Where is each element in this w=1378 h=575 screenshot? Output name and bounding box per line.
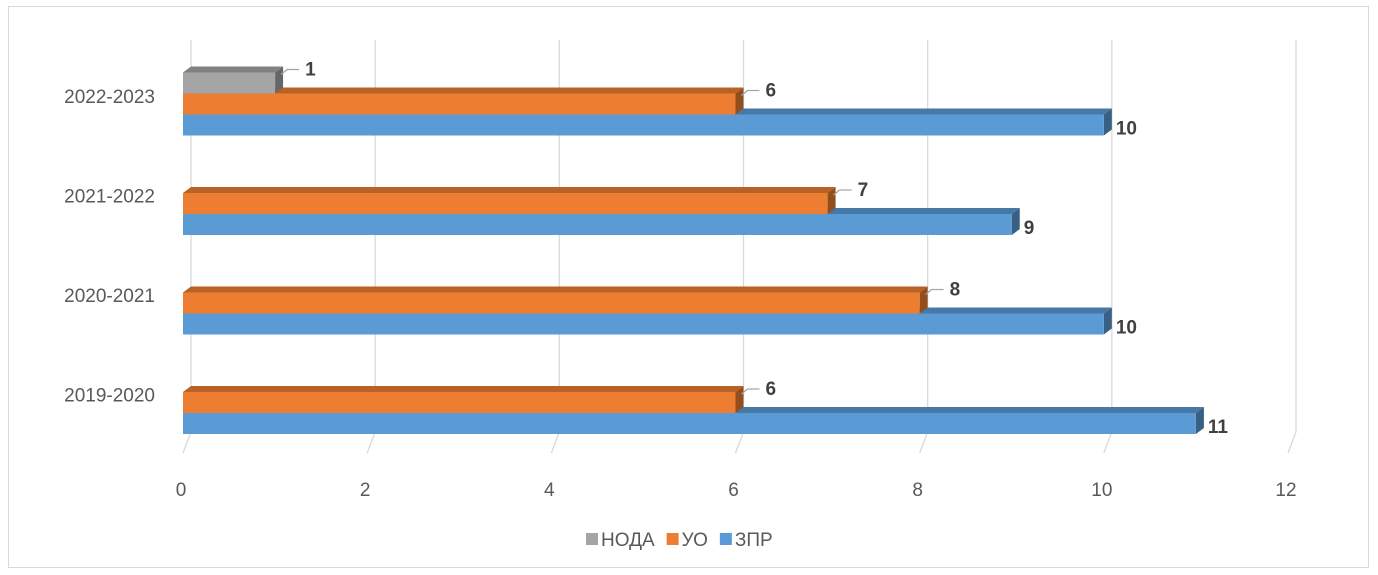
bar-side [735, 87, 744, 115]
gridline-floor [734, 431, 745, 454]
gridline-floor [182, 431, 192, 454]
bar [183, 72, 276, 94]
x-tick-label: 0 [176, 480, 187, 501]
leader-line [741, 89, 760, 96]
x-tick-label: 8 [912, 480, 923, 501]
data-label: 8 [950, 280, 961, 301]
bar-top [183, 386, 744, 392]
bar [183, 313, 1104, 335]
x-tick-label: 2 [360, 480, 371, 501]
category-label: 2019-2020 [64, 386, 155, 407]
category-label: 2021-2022 [64, 187, 155, 208]
bar-top [183, 286, 928, 293]
legend-swatch [586, 533, 598, 545]
leader-line [925, 288, 944, 295]
x-tick-label: 10 [1091, 480, 1112, 501]
x-tick-label: 12 [1275, 480, 1296, 501]
leader-line [741, 388, 760, 395]
bar-side [1011, 208, 1020, 235]
data-label: 6 [766, 81, 777, 102]
bar-side [827, 187, 836, 214]
legend-label: НОДА [601, 530, 655, 551]
gridline-floor [366, 431, 376, 454]
legend-swatch [719, 533, 732, 545]
gridline-floor [1287, 431, 1297, 454]
bar [183, 214, 1012, 235]
bar-top [183, 187, 836, 193]
leader-line [833, 189, 852, 196]
legend-label: ЗПР [735, 530, 773, 551]
data-label: 9 [1024, 218, 1035, 239]
data-label: 7 [858, 180, 869, 201]
leader-line [280, 68, 300, 75]
data-label: 11 [1208, 417, 1229, 438]
x-tick-label: 4 [544, 480, 555, 501]
x-tick-label: 6 [728, 480, 739, 501]
category-label: 2020-2021 [64, 286, 155, 307]
bar-top [183, 87, 744, 94]
bar [183, 193, 828, 214]
bar-side [275, 66, 284, 94]
legend-label: УО [682, 530, 708, 551]
category-label: 2022-2023 [64, 87, 155, 108]
bar [183, 392, 736, 413]
bar [183, 114, 1104, 136]
bar-side [1103, 108, 1112, 136]
bar-top [183, 66, 284, 73]
data-label: 10 [1116, 318, 1137, 339]
data-label: 1 [305, 60, 316, 81]
gridline-floor [550, 431, 560, 454]
bar [183, 413, 1196, 434]
bar-side [1103, 307, 1112, 335]
data-label: 6 [766, 379, 777, 400]
gridline-floor [919, 431, 929, 454]
data-label: 10 [1116, 119, 1137, 140]
bar [183, 93, 736, 115]
bar-side [1195, 407, 1204, 434]
gridline-floor [1103, 431, 1113, 454]
bar-side [735, 386, 744, 413]
bar-side [919, 286, 928, 314]
bar [183, 292, 920, 314]
legend-swatch [666, 533, 679, 545]
